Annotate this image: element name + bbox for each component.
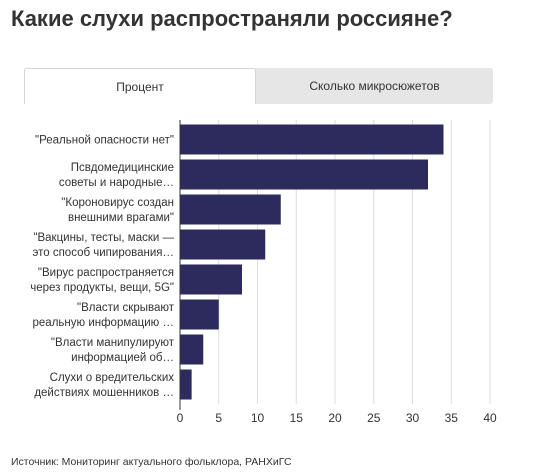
category-label: "Власти манипулируют информацией об… (51, 337, 175, 364)
category-label: "Вакцины, тесты, маски — это способ чипир… (32, 232, 174, 259)
bar (180, 299, 219, 330)
tab-microplots-count[interactable]: Сколько микросюжетов (309, 79, 440, 93)
bar (180, 124, 444, 155)
x-tick-label: 15 (290, 411, 304, 425)
category-label-line: "Власти манипулируют (51, 337, 175, 349)
bar (180, 194, 281, 225)
tab-bar: Процент Сколько микросюжетов (24, 68, 493, 104)
category-label: Слухи о вредительских действиях мошеннико… (34, 372, 174, 399)
bar (180, 229, 266, 260)
category-label-line: Слухи о вредительских (50, 372, 175, 384)
category-label-line: "Власти скрывают (77, 302, 175, 314)
category-label-line: действиях мошенников … (34, 387, 174, 399)
x-tick-label: 0 (177, 411, 184, 425)
category-label-line: "Реальной опасности нет" (35, 135, 174, 147)
category-label: "Власти скрывают реальную информацию … (33, 302, 175, 329)
bar (180, 334, 204, 365)
category-label-line: информацией об… (71, 352, 174, 364)
bar (180, 264, 242, 295)
category-label: Псвдомедицинские советы и народные… (59, 162, 174, 189)
page-title: Какие слухи распространяли россияне? (11, 6, 453, 31)
category-label: "Реальной опасности нет" (35, 135, 174, 147)
category-label-line: реальную информацию … (33, 317, 174, 329)
category-label-line: через продукты, вещи, 5G" (30, 282, 174, 294)
category-label-line: "Короновирус создан (61, 197, 174, 209)
x-tick-label: 5 (215, 411, 222, 425)
category-label: "Вирус распространяется через продукты, в… (30, 267, 174, 294)
x-tick-label: 40 (483, 411, 497, 425)
category-label-line: "Вакцины, тесты, маски — (33, 232, 174, 244)
category-label-line: Псвдомедицинские (71, 162, 174, 174)
category-label-line: внешними врагами" (68, 212, 174, 224)
source-note: Источник: Мониторинг актуального фолькло… (11, 456, 292, 468)
category-label-line: советы и народные… (59, 177, 174, 189)
x-tick-label: 30 (406, 411, 420, 425)
x-tick-label: 25 (367, 411, 381, 425)
bar (180, 369, 192, 400)
category-label-line: "Вирус распространяется (38, 267, 174, 279)
x-tick-label: 35 (445, 411, 459, 425)
category-label: "Короновирус создан внешними врагами" (61, 197, 174, 224)
tab-percent[interactable]: Процент (24, 68, 256, 104)
x-tick-label: 10 (251, 411, 265, 425)
category-label-line: это способ чипирования… (32, 247, 174, 259)
bar (180, 159, 428, 190)
x-tick-label: 20 (328, 411, 342, 425)
bar-chart: "Реальной опасности нет" Псвдомедицинские… (30, 120, 497, 425)
